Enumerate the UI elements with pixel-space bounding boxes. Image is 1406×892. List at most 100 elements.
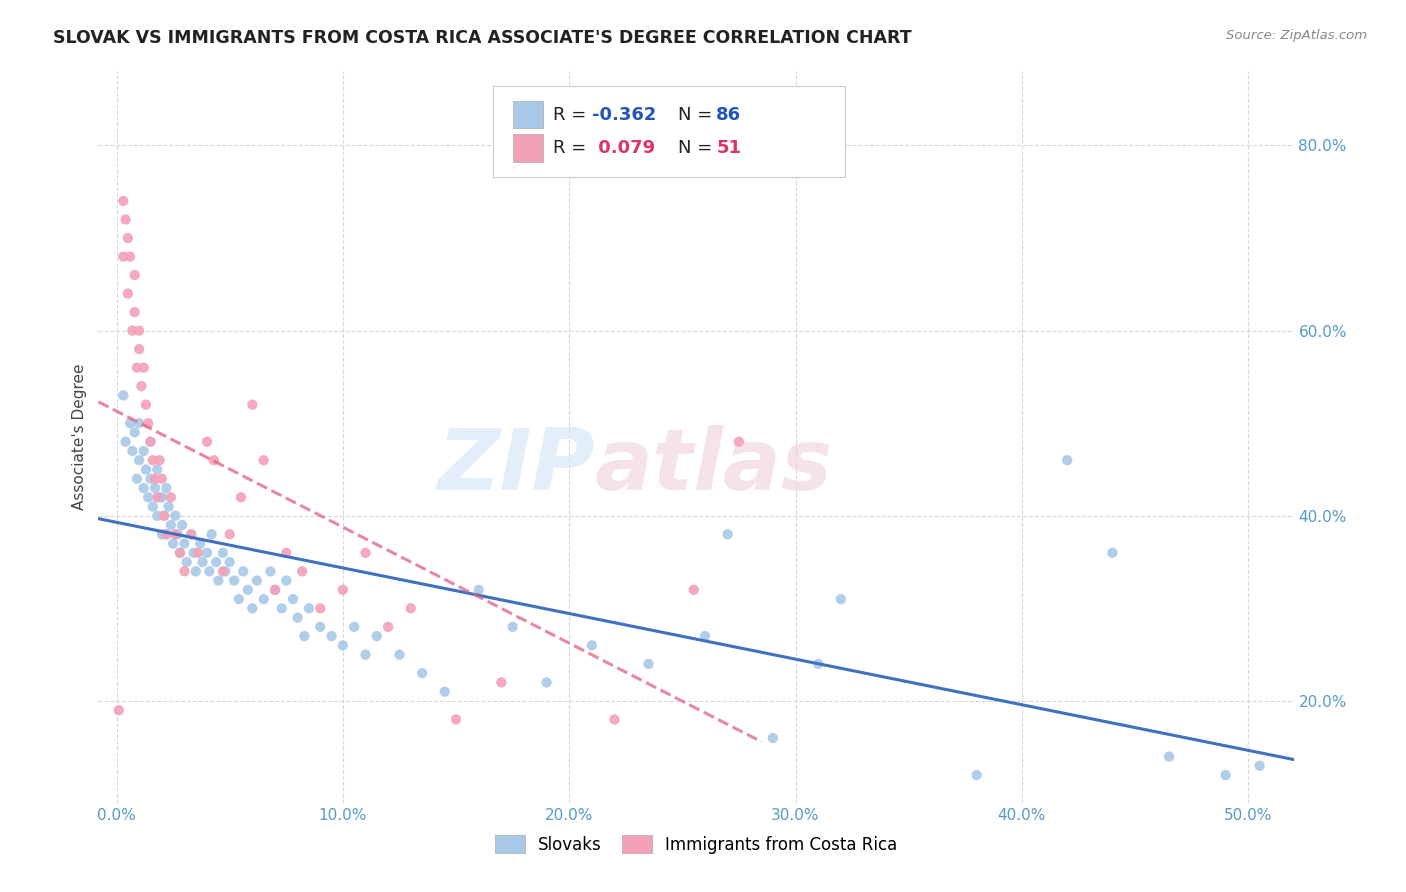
Point — [411, 666, 433, 681]
Point — [135, 398, 157, 412]
Text: R =: R = — [553, 105, 592, 123]
Point — [187, 546, 209, 560]
Point — [124, 305, 146, 319]
Point — [131, 379, 153, 393]
Point — [240, 398, 263, 412]
Point — [682, 582, 704, 597]
Point — [536, 675, 558, 690]
Point — [112, 388, 135, 402]
Point — [830, 592, 852, 607]
Point — [172, 518, 194, 533]
Point — [176, 555, 198, 569]
Point — [136, 416, 159, 430]
Point — [125, 360, 148, 375]
Point — [142, 500, 165, 514]
Point — [146, 462, 169, 476]
Point — [128, 324, 150, 338]
Point — [142, 453, 165, 467]
Point — [202, 453, 225, 467]
Point — [132, 481, 155, 495]
Point — [183, 546, 205, 560]
Point — [354, 546, 377, 560]
Point — [120, 416, 142, 430]
Point — [166, 527, 188, 541]
Text: N =: N = — [678, 105, 718, 123]
Point — [253, 592, 276, 607]
Point — [207, 574, 229, 588]
Point — [180, 527, 202, 541]
Point — [502, 620, 524, 634]
Point — [728, 434, 751, 449]
Point — [205, 555, 228, 569]
Point — [165, 527, 187, 541]
Point — [240, 601, 263, 615]
Point — [332, 639, 354, 653]
Point — [128, 416, 150, 430]
Point — [354, 648, 377, 662]
Point — [165, 508, 187, 523]
Point — [120, 250, 142, 264]
Text: 0.079: 0.079 — [592, 139, 655, 157]
Point — [343, 620, 366, 634]
Bar — [513, 101, 543, 128]
Point — [259, 565, 281, 579]
Point — [150, 490, 173, 504]
Point — [160, 490, 183, 504]
Point — [162, 536, 184, 550]
Point — [155, 527, 177, 541]
Point — [146, 508, 169, 523]
Point — [762, 731, 785, 745]
Point — [228, 592, 250, 607]
Point — [155, 481, 177, 495]
Point — [321, 629, 343, 643]
Point — [146, 490, 169, 504]
Point — [200, 527, 222, 541]
Point — [173, 536, 195, 550]
Bar — [513, 135, 543, 162]
Point — [173, 565, 195, 579]
Point — [198, 565, 221, 579]
Point — [143, 481, 166, 495]
Point — [180, 527, 202, 541]
Legend: Slovaks, Immigrants from Costa Rica: Slovaks, Immigrants from Costa Rica — [488, 829, 904, 860]
Point — [287, 610, 309, 624]
Point — [124, 425, 146, 440]
Point — [332, 582, 354, 597]
Point — [717, 527, 740, 541]
Point — [114, 212, 136, 227]
Point — [264, 582, 287, 597]
Point — [128, 342, 150, 356]
Point — [150, 527, 173, 541]
Text: -0.362: -0.362 — [592, 105, 657, 123]
Point — [132, 444, 155, 458]
Point — [270, 601, 292, 615]
Point — [1056, 453, 1078, 467]
Point — [218, 527, 240, 541]
Point — [388, 648, 411, 662]
Point — [236, 582, 259, 597]
Point — [132, 360, 155, 375]
Point — [444, 713, 467, 727]
Point — [148, 490, 170, 504]
Text: 86: 86 — [716, 105, 741, 123]
Point — [112, 250, 135, 264]
Point — [191, 555, 214, 569]
Point — [693, 629, 716, 643]
Point — [195, 434, 218, 449]
Point — [232, 565, 254, 579]
Point — [377, 620, 399, 634]
Point — [281, 592, 304, 607]
Point — [264, 582, 287, 597]
Point — [218, 555, 240, 569]
Point — [153, 508, 176, 523]
Point — [1157, 749, 1180, 764]
Point — [125, 472, 148, 486]
Point — [139, 434, 162, 449]
Point — [214, 565, 236, 579]
Text: 51: 51 — [716, 139, 741, 157]
Point — [112, 194, 135, 208]
Text: Source: ZipAtlas.com: Source: ZipAtlas.com — [1226, 29, 1367, 42]
Point — [212, 565, 235, 579]
Point — [121, 324, 143, 338]
Point — [143, 472, 166, 486]
